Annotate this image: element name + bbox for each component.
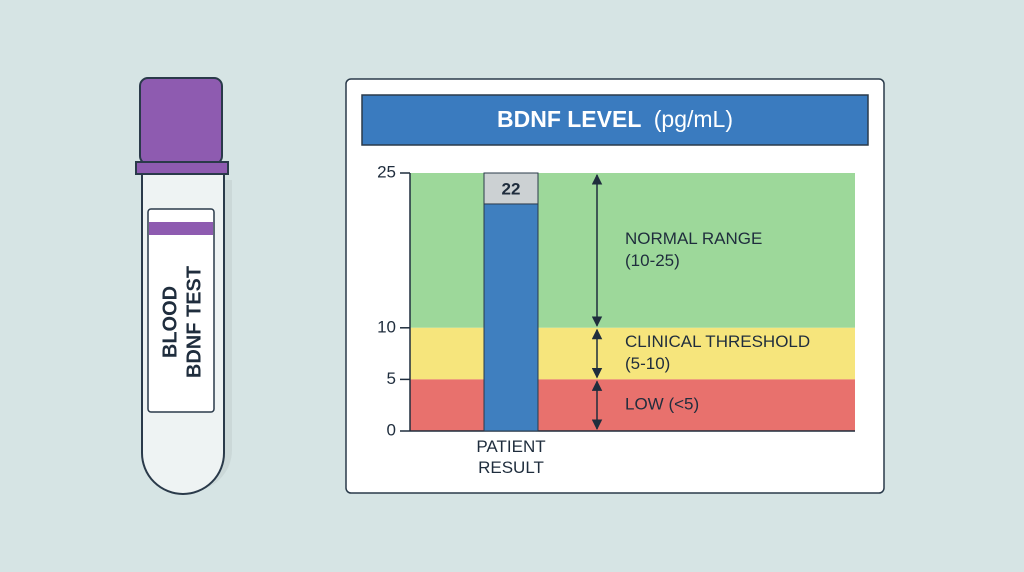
y-tick-label: 10 [377,317,396,336]
value-label: 22 [502,179,521,198]
title-unit: (pg/mL) [654,106,733,132]
chart-title: BDNF LEVEL (pg/mL) [497,106,733,132]
title-bar [361,94,869,146]
range-label: LOW (<5) [625,395,699,414]
range-label: CLINICAL THRESHOLD [625,332,810,351]
range-label: NORMAL RANGE [625,229,762,248]
blood-tube: BLOOD BDNF TEST [135,77,232,495]
range-sublabel: (10-25) [625,251,680,270]
title-main: BDNF LEVEL [497,106,641,132]
bar [483,203,539,432]
x-tick-label: PATIENT RESULT [476,437,546,477]
tube-label: BLOOD [159,286,181,358]
y-tick-label: 0 [387,420,396,439]
y-tick-label: 25 [377,162,396,181]
y-tick-label: 5 [387,369,396,388]
range-sublabel: (5-10) [625,354,670,373]
tube-label: BDNF TEST [183,266,205,378]
